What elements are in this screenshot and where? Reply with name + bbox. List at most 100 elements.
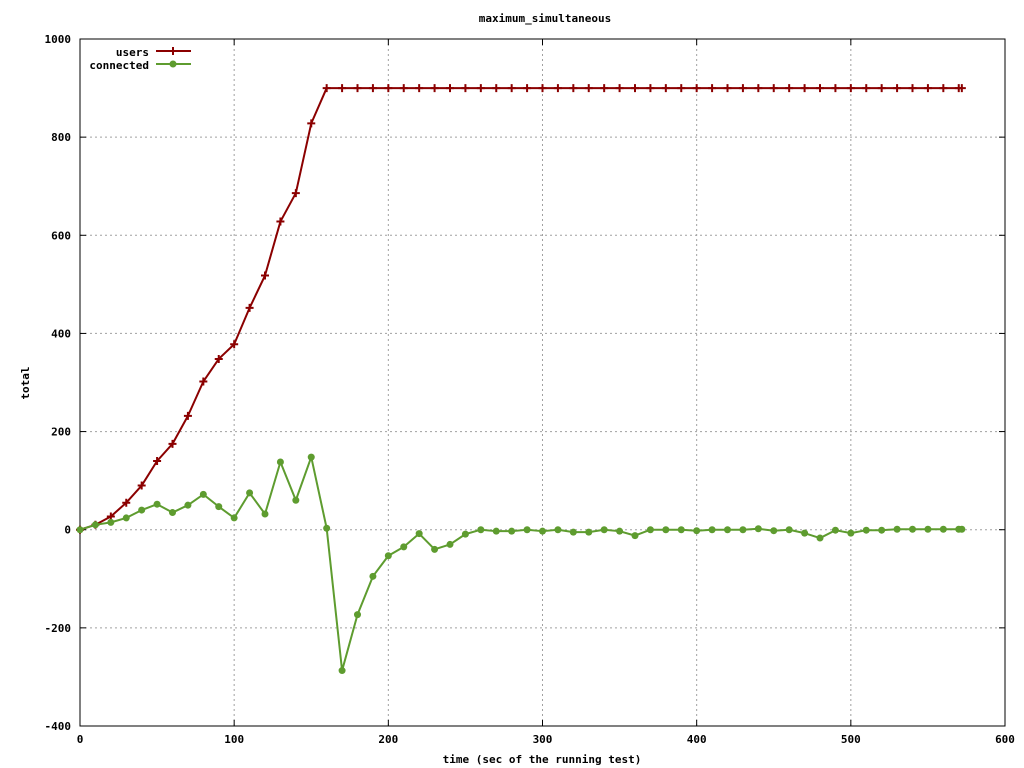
data-point-connected xyxy=(646,526,654,534)
data-point-connected xyxy=(754,525,762,533)
data-point-users xyxy=(939,84,948,93)
data-point-users xyxy=(507,84,516,93)
data-point-users xyxy=(276,217,285,226)
data-point-users xyxy=(723,84,732,93)
data-point-connected xyxy=(770,527,778,535)
data-point-users xyxy=(631,84,639,93)
data-point-users xyxy=(230,340,239,349)
data-point-connected xyxy=(539,527,546,535)
y-tick-label: 800 xyxy=(51,131,71,144)
data-point-connected xyxy=(215,503,223,511)
data-point-connected xyxy=(862,526,870,534)
data-point-connected xyxy=(230,514,238,522)
data-point-connected xyxy=(169,509,176,517)
data-point-users xyxy=(846,84,855,93)
data-point-connected xyxy=(569,528,577,536)
data-point-connected xyxy=(492,527,500,535)
legend-label-connected: connected xyxy=(89,59,149,72)
y-tick-label: 200 xyxy=(51,426,71,439)
y-tick-label: -200 xyxy=(45,622,72,635)
y-tick-label: 600 xyxy=(51,229,71,242)
data-point-users xyxy=(199,377,208,386)
data-point-connected xyxy=(431,545,439,553)
data-point-connected xyxy=(893,525,901,533)
data-point-connected xyxy=(508,527,516,535)
x-tick-label: 0 xyxy=(77,733,84,746)
data-point-users xyxy=(384,84,393,93)
series-connected xyxy=(76,453,966,675)
data-point-connected xyxy=(354,611,361,619)
data-point-users xyxy=(538,84,547,93)
data-point-connected xyxy=(924,525,932,533)
data-point-connected xyxy=(384,552,392,560)
y-axis-label: total xyxy=(19,366,32,399)
data-point-connected xyxy=(724,526,731,534)
data-point-connected xyxy=(801,529,809,537)
x-tick-label: 400 xyxy=(687,733,707,746)
data-point-users xyxy=(291,189,300,198)
data-point-users xyxy=(137,481,146,490)
data-point-connected xyxy=(958,525,966,533)
data-point-connected xyxy=(400,543,408,551)
y-tick-label: 400 xyxy=(51,327,71,340)
data-point-users xyxy=(338,84,347,93)
data-point-users xyxy=(646,84,655,93)
data-point-users xyxy=(461,84,470,93)
data-point-users xyxy=(368,84,377,93)
data-point-users xyxy=(307,119,316,128)
data-point-users xyxy=(661,84,670,93)
data-point-connected xyxy=(461,530,469,538)
data-point-users xyxy=(877,84,886,93)
data-point-connected xyxy=(307,453,315,461)
series-line-connected xyxy=(79,456,962,672)
chart-title: maximum_simultaneous xyxy=(479,12,611,25)
data-point-connected xyxy=(677,526,685,534)
data-point-connected xyxy=(939,525,947,533)
data-point-users xyxy=(908,84,917,93)
data-point-connected xyxy=(369,572,377,580)
data-point-connected xyxy=(107,518,115,526)
data-point-connected xyxy=(246,489,254,497)
data-point-connected xyxy=(323,524,331,532)
data-point-connected xyxy=(554,526,562,534)
data-point-users xyxy=(600,84,609,93)
tick-layer: 0 100 200 300 400 500 600 -400 -200 0 200 400 600 800… xyxy=(45,33,1015,746)
data-point-connected xyxy=(138,506,146,514)
data-point-users xyxy=(923,84,932,93)
data-point-users xyxy=(615,84,624,93)
data-point-users xyxy=(430,84,439,93)
legend-marker-users-shape xyxy=(169,47,177,55)
data-point-users xyxy=(553,84,562,93)
data-point-connected xyxy=(785,526,793,534)
data-point-users xyxy=(261,271,269,280)
data-point-users xyxy=(569,84,578,93)
data-point-connected xyxy=(184,501,192,509)
legend-marker-connected-shape xyxy=(169,60,177,68)
data-point-connected xyxy=(585,528,593,536)
legend-marker-connected xyxy=(169,60,177,68)
data-point-users xyxy=(183,411,192,420)
data-point-connected xyxy=(831,526,839,534)
grid-layer xyxy=(80,39,1005,726)
y-tick-label: 0 xyxy=(64,524,71,537)
data-point-users xyxy=(957,84,966,93)
data-point-users xyxy=(245,303,254,312)
data-point-connected xyxy=(739,526,747,534)
x-tick-label: 300 xyxy=(533,733,553,746)
x-tick-label: 100 xyxy=(224,733,244,746)
legend-marker-users xyxy=(169,47,177,55)
data-point-users xyxy=(708,84,717,93)
data-point-connected xyxy=(847,529,855,537)
legend: users connected xyxy=(89,46,191,72)
data-point-users xyxy=(153,457,162,466)
data-point-connected xyxy=(616,527,624,535)
data-point-users xyxy=(214,354,223,363)
data-point-connected xyxy=(909,525,916,533)
data-point-connected xyxy=(122,514,130,522)
data-point-users xyxy=(353,84,362,93)
data-point-connected xyxy=(199,490,207,498)
data-point-users xyxy=(523,84,532,93)
data-point-users xyxy=(754,84,763,93)
data-point-connected xyxy=(153,500,161,508)
